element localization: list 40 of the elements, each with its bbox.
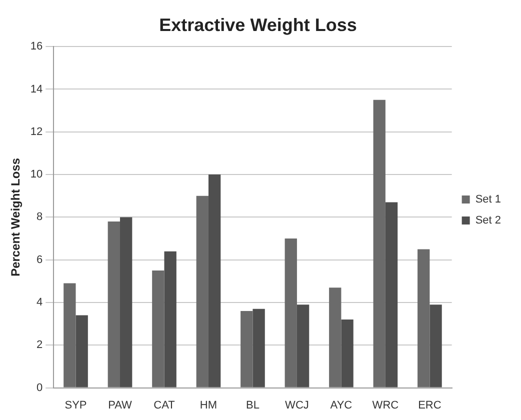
x-tick-label: PAW <box>108 399 133 412</box>
legend-label: Set 1 <box>475 194 502 206</box>
y-tick-label: 16 <box>30 40 43 53</box>
bar <box>240 311 253 388</box>
y-tick-label: 2 <box>36 339 43 352</box>
bar <box>76 315 88 388</box>
y-tick-label: 10 <box>30 168 43 181</box>
bar <box>341 320 354 388</box>
bar <box>120 217 132 388</box>
y-axis-title: Percent Weight Loss <box>8 158 23 276</box>
bar <box>296 304 310 388</box>
bar <box>252 308 265 388</box>
bar <box>108 221 120 388</box>
bar <box>196 196 208 388</box>
bar <box>373 100 386 388</box>
bar <box>208 174 221 388</box>
bar <box>164 251 176 388</box>
x-tick-label: WCJ <box>285 399 309 412</box>
y-tick-label: 12 <box>30 126 43 138</box>
y-tick-label: 14 <box>30 83 43 96</box>
y-tick-label: 8 <box>36 211 43 224</box>
y-tick-label: 4 <box>36 296 43 309</box>
bar <box>64 283 76 388</box>
bar <box>329 288 342 388</box>
bar <box>152 270 164 388</box>
chart-title: Extractive Weight Loss <box>159 14 357 35</box>
bar <box>385 202 398 388</box>
legend-label: Set 2 <box>475 214 502 227</box>
y-tick-label: 6 <box>36 254 43 266</box>
x-tick-label: ERC <box>418 399 442 412</box>
bar <box>418 249 430 388</box>
x-tick-label: BL <box>246 399 260 412</box>
x-tick-label: CAT <box>154 399 176 412</box>
y-tick-label: 0 <box>36 382 43 394</box>
bar <box>284 238 297 388</box>
bar <box>430 304 442 388</box>
x-tick-label: AYC <box>330 399 352 412</box>
x-tick-label: SYP <box>64 399 87 412</box>
x-tick-label: WRC <box>372 399 399 412</box>
x-tick-label: HM <box>200 399 218 412</box>
